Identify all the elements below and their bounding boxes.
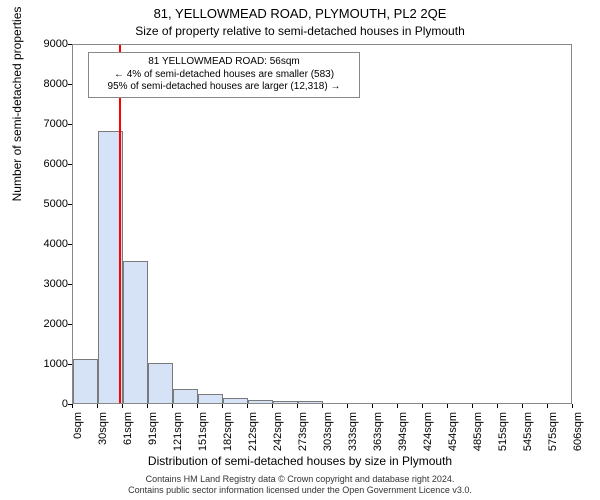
y-tick-label: 8000 <box>28 78 68 90</box>
x-tick-label: 151sqm <box>197 412 209 456</box>
y-tick-label: 2000 <box>28 318 68 330</box>
x-tick-mark <box>447 404 448 408</box>
x-tick-label: 333sqm <box>347 412 359 456</box>
y-tick-mark <box>68 204 72 205</box>
y-tick-label: 9000 <box>28 38 68 50</box>
plot-area <box>72 44 572 404</box>
x-tick-label: 0sqm <box>72 412 84 456</box>
histogram-bar <box>273 401 298 403</box>
chart-container: 81, YELLOWMEAD ROAD, PLYMOUTH, PL2 2QE S… <box>0 0 600 500</box>
x-tick-label: 575sqm <box>547 412 559 456</box>
x-tick-label: 545sqm <box>522 412 534 456</box>
x-tick-label: 606sqm <box>572 412 584 456</box>
x-tick-label: 182sqm <box>222 412 234 456</box>
histogram-bar <box>298 401 323 403</box>
x-tick-mark <box>397 404 398 408</box>
y-tick-label: 4000 <box>28 238 68 250</box>
y-tick-label: 0 <box>28 398 68 410</box>
x-tick-mark <box>97 404 98 408</box>
x-tick-mark <box>222 404 223 408</box>
histogram-bar <box>148 363 173 403</box>
x-axis-label: Distribution of semi-detached houses by … <box>0 454 600 468</box>
histogram-bar <box>173 389 198 403</box>
x-tick-label: 515sqm <box>497 412 509 456</box>
x-tick-label: 273sqm <box>297 412 309 456</box>
property-marker-line <box>119 45 121 403</box>
y-tick-mark <box>68 244 72 245</box>
title-subtitle: Size of property relative to semi-detach… <box>0 24 600 38</box>
annotation-line1: 81 YELLOWMEAD ROAD: 56sqm <box>95 56 353 69</box>
y-tick-label: 1000 <box>28 358 68 370</box>
x-tick-label: 91sqm <box>147 412 159 456</box>
x-tick-mark <box>522 404 523 408</box>
x-tick-mark <box>422 404 423 408</box>
x-tick-mark <box>472 404 473 408</box>
title-address: 81, YELLOWMEAD ROAD, PLYMOUTH, PL2 2QE <box>0 6 600 21</box>
y-tick-label: 6000 <box>28 158 68 170</box>
x-tick-label: 363sqm <box>372 412 384 456</box>
y-tick-mark <box>68 84 72 85</box>
y-tick-mark <box>68 164 72 165</box>
y-tick-mark <box>68 124 72 125</box>
annotation-box: 81 YELLOWMEAD ROAD: 56sqm ← 4% of semi-d… <box>88 52 360 98</box>
x-tick-mark <box>297 404 298 408</box>
footer-attribution: Contains HM Land Registry data © Crown c… <box>0 474 600 496</box>
x-tick-mark <box>572 404 573 408</box>
histogram-bar <box>248 400 273 403</box>
x-tick-label: 454sqm <box>447 412 459 456</box>
y-tick-mark <box>68 44 72 45</box>
x-tick-mark <box>322 404 323 408</box>
x-tick-mark <box>272 404 273 408</box>
x-tick-mark <box>72 404 73 408</box>
y-axis-label: Number of semi-detached properties <box>10 0 24 224</box>
x-tick-mark <box>197 404 198 408</box>
x-tick-mark <box>122 404 123 408</box>
x-tick-label: 485sqm <box>472 412 484 456</box>
footer-line1: Contains HM Land Registry data © Crown c… <box>0 474 600 485</box>
y-tick-label: 7000 <box>28 118 68 130</box>
histogram-bar <box>73 359 98 403</box>
x-tick-mark <box>147 404 148 408</box>
x-tick-label: 212sqm <box>247 412 259 456</box>
histogram-bar <box>223 398 248 403</box>
footer-line2: Contains public sector information licen… <box>0 485 600 496</box>
x-tick-label: 61sqm <box>122 412 134 456</box>
x-tick-label: 424sqm <box>422 412 434 456</box>
x-tick-label: 30sqm <box>97 412 109 456</box>
x-tick-label: 242sqm <box>272 412 284 456</box>
x-tick-label: 394sqm <box>397 412 409 456</box>
y-tick-mark <box>68 364 72 365</box>
x-tick-label: 121sqm <box>172 412 184 456</box>
y-tick-label: 3000 <box>28 278 68 290</box>
x-tick-mark <box>497 404 498 408</box>
annotation-line2: ← 4% of semi-detached houses are smaller… <box>95 69 353 82</box>
y-tick-label: 5000 <box>28 198 68 210</box>
x-tick-label: 303sqm <box>322 412 334 456</box>
x-tick-mark <box>172 404 173 408</box>
plot-inner <box>73 45 571 403</box>
x-tick-mark <box>247 404 248 408</box>
histogram-bar <box>198 394 223 403</box>
histogram-bar <box>123 261 148 403</box>
y-tick-mark <box>68 324 72 325</box>
x-tick-mark <box>547 404 548 408</box>
x-tick-mark <box>347 404 348 408</box>
x-tick-mark <box>372 404 373 408</box>
annotation-line3: 95% of semi-detached houses are larger (… <box>95 81 353 94</box>
y-tick-mark <box>68 284 72 285</box>
